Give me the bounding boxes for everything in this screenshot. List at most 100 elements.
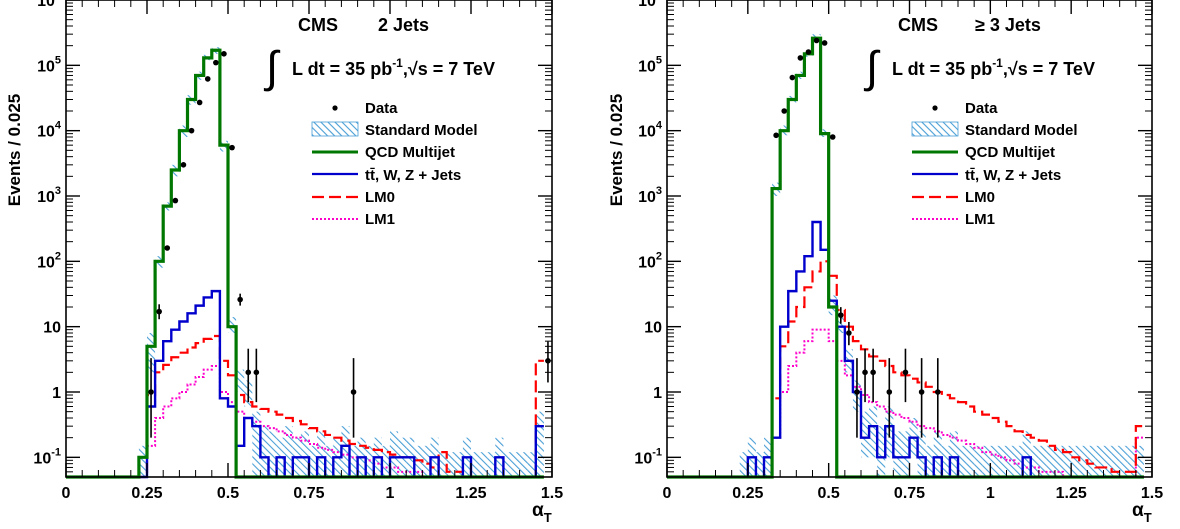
x-axis-label: αT xyxy=(532,500,552,525)
sm-band-bin xyxy=(479,452,488,477)
x-tick-label: 0.75 xyxy=(293,485,324,502)
sm-band-bin xyxy=(317,431,326,477)
tick-exponent: 4 xyxy=(656,120,663,132)
sm-band-bin xyxy=(228,317,237,333)
tick-base: 10 xyxy=(37,254,55,271)
sm-band-bin xyxy=(349,445,358,477)
qcd-multijet-line xyxy=(66,48,544,479)
x-tick-label: 1.5 xyxy=(1141,485,1163,502)
tick-base: 10 xyxy=(37,189,55,206)
sm-uncertainty-band xyxy=(739,34,1144,477)
data-point xyxy=(846,330,852,336)
tick-base: 10 xyxy=(638,189,656,206)
sm-band-bin xyxy=(138,445,147,477)
legend: Data Standard Model QCD Multijet tt̄, W,… xyxy=(311,100,478,228)
tick-exponent: 3 xyxy=(656,185,662,197)
sm-band-bin xyxy=(1071,445,1080,477)
legend-data-label: Data xyxy=(965,100,998,117)
x-tick-label: 1.25 xyxy=(1056,485,1087,502)
histogram-lines xyxy=(66,48,544,479)
data-point xyxy=(204,76,211,82)
data-point xyxy=(797,55,804,61)
sm-band-bin xyxy=(365,445,374,477)
data-point xyxy=(821,40,828,46)
data-point xyxy=(789,74,796,81)
lm1-line xyxy=(667,328,1144,478)
tick-exponent: 3 xyxy=(55,185,61,197)
sm-band-bin xyxy=(990,445,999,477)
x-tick-label: 1 xyxy=(386,485,395,502)
sm-band-bin xyxy=(438,452,447,477)
sm-band-bin xyxy=(309,445,318,477)
data-point xyxy=(350,389,357,395)
data-point xyxy=(229,144,235,151)
sm-band-bin xyxy=(1135,445,1144,477)
integral-sign-icon: ∫ xyxy=(263,43,281,92)
sm-band-bin xyxy=(511,452,520,477)
sm-band-bin xyxy=(527,452,536,477)
y-tick-label: 105 xyxy=(37,54,61,75)
data-point xyxy=(245,369,252,376)
x-tick-label: 1 xyxy=(986,485,995,502)
sm-band-bin xyxy=(454,452,463,477)
sm-band-bin xyxy=(1127,445,1136,477)
sm-band-bin xyxy=(966,445,975,477)
sm-band-bin xyxy=(1079,445,1088,477)
sm-band-bin xyxy=(893,431,902,477)
x-tick-label: 0 xyxy=(663,485,672,502)
sm-band-bin xyxy=(861,411,870,458)
sm-band-bin xyxy=(1119,445,1128,477)
sm-band-bin xyxy=(252,411,261,477)
y-tick-label: 1 xyxy=(52,385,61,402)
data-point xyxy=(221,51,227,57)
data-point xyxy=(934,389,941,395)
sm-band-bin xyxy=(341,426,350,477)
tick-base: 10 xyxy=(634,450,652,467)
x-axis-label: αT xyxy=(1132,500,1152,525)
data-point xyxy=(237,296,243,303)
data-point xyxy=(886,389,893,395)
sm-band-bin xyxy=(519,452,528,477)
ttbar-w-z-jets-line xyxy=(66,289,544,479)
tick-exponent: 6 xyxy=(55,0,61,1)
data-point xyxy=(180,162,187,168)
sm-band-bin xyxy=(471,452,480,477)
sm-band-bin xyxy=(941,445,950,477)
sm-band-bin xyxy=(381,445,390,477)
sm-band-bin xyxy=(260,426,269,477)
cms-label: CMS xyxy=(298,15,338,35)
data-point xyxy=(156,308,162,315)
x-tick-label: 0.5 xyxy=(818,485,840,502)
data-point xyxy=(188,127,195,134)
chart-panel-2-jets: 0 0.25 0.5 0.75 1 1.25 1.510-11101021031041051… xyxy=(5,0,563,525)
y-tick-label: 104 xyxy=(37,120,62,141)
sm-band-bin xyxy=(998,445,1007,477)
x-tick-label: 0.25 xyxy=(732,485,763,502)
y-tick-label: 10-1 xyxy=(634,446,662,467)
tick-base: 10 xyxy=(638,254,656,271)
sm-band-bin xyxy=(877,426,886,477)
sm-band-bin xyxy=(1038,445,1047,477)
data-point xyxy=(837,312,844,318)
axis-ticks: 0 0.25 0.5 0.75 1 1.25 1.510-11101021031041051… xyxy=(33,0,563,502)
legend-lm1-label: LM1 xyxy=(965,211,995,228)
legend-sm-swatch xyxy=(311,121,359,137)
tick-exponent: 2 xyxy=(55,250,61,262)
legend-qcd-label: QCD Multijet xyxy=(365,144,455,161)
sm-band-bin xyxy=(1022,431,1031,477)
plot-frame xyxy=(65,0,553,478)
legend-sm-swatch xyxy=(911,121,959,137)
sm-band-bin xyxy=(325,445,334,477)
x-tick-label: 0.75 xyxy=(894,485,925,502)
y-tick-label: 1 xyxy=(653,385,662,402)
lm0-line xyxy=(66,334,544,479)
data-point xyxy=(902,369,909,376)
data-points xyxy=(148,51,551,438)
y-tick-label: 103 xyxy=(37,185,61,206)
data-point xyxy=(813,37,820,44)
sm-band-bin xyxy=(1046,445,1055,477)
legend-qcd-label: QCD Multijet xyxy=(965,144,1055,161)
x-tick-label: 0.5 xyxy=(217,485,239,502)
x-tick-label: 0 xyxy=(62,485,71,502)
